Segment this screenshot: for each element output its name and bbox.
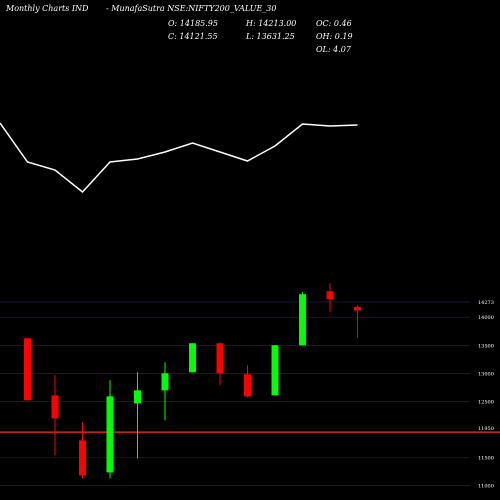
y-tick-label: 13500	[478, 343, 494, 349]
candle-body	[326, 291, 334, 300]
y-tick-label: 14273	[478, 300, 494, 306]
candle-body	[244, 374, 251, 397]
open-label: O: 14185.95	[168, 19, 218, 28]
candle-body	[161, 373, 169, 391]
site-label: Monthly Charts IND	[5, 4, 89, 13]
ol-label: OL: 4.07	[316, 45, 352, 54]
low-label: L: 13631.25	[245, 32, 295, 41]
line-series	[0, 122, 358, 194]
candle-body	[106, 396, 114, 473]
candle-body	[216, 343, 224, 374]
candle-body	[354, 306, 361, 311]
candle-body	[271, 345, 279, 396]
y-tick-label: 14000	[478, 315, 494, 321]
candle-body	[299, 294, 306, 346]
symbol-label: - MunafaSutra NSE:NIFTY200_VALUE_30	[106, 4, 277, 13]
close-label: C: 14121.55	[168, 32, 218, 41]
candle-body	[189, 343, 196, 373]
candle-body	[79, 440, 86, 476]
oc-label: OC: 0.46	[316, 19, 352, 28]
candle-body	[51, 395, 59, 419]
y-tick-label: 11000	[478, 483, 494, 489]
y-tick-label: 13000	[478, 371, 494, 377]
oh-label: OH: 0.19	[316, 32, 353, 41]
y-tick-label: 12500	[478, 399, 494, 405]
reference-label: 11950	[478, 426, 494, 432]
y-tick-label: 11500	[478, 455, 494, 461]
candle-body	[24, 338, 31, 401]
high-label: H: 14213.00	[245, 19, 296, 28]
candle-body	[134, 390, 141, 404]
